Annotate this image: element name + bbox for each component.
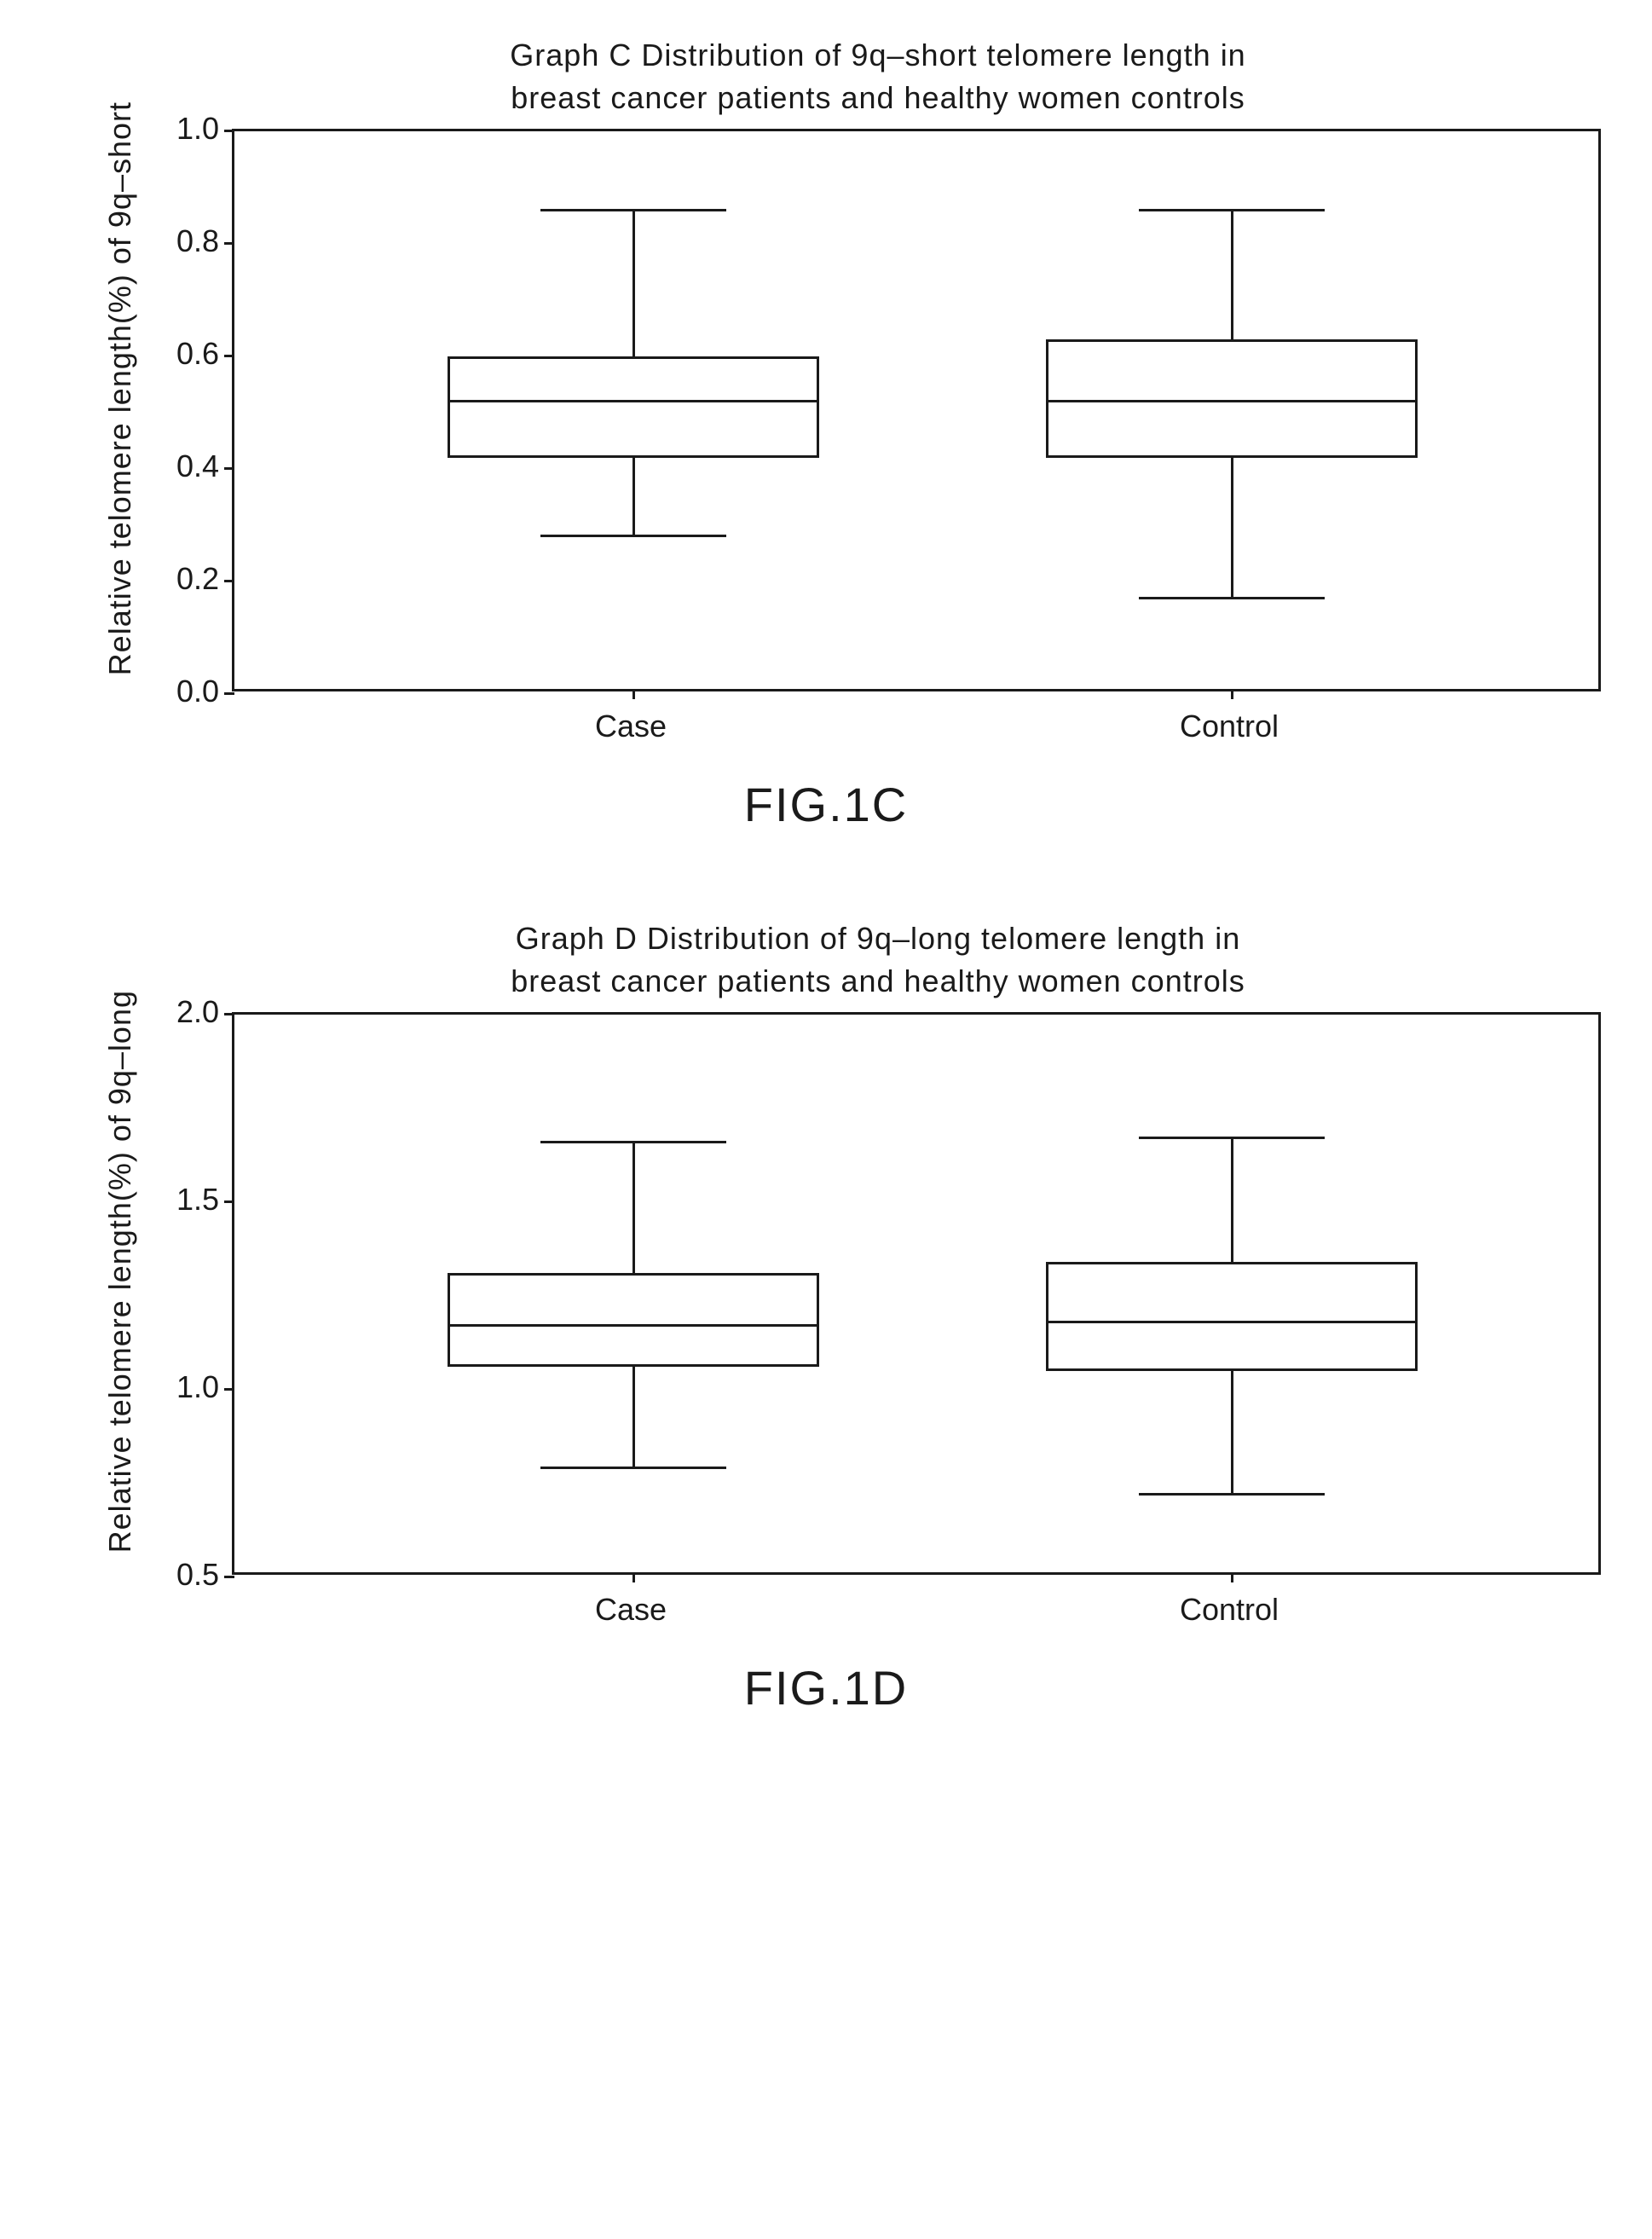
figure-c-plot-area: [232, 129, 1601, 691]
boxplot-cap-lower: [540, 1467, 726, 1469]
boxplot-cap-lower: [540, 535, 726, 537]
ytick-mark: [224, 130, 234, 132]
boxplot-cap-upper: [1139, 1137, 1325, 1139]
xtick-label: Case: [595, 709, 667, 744]
boxplot-whisker-upper: [632, 1142, 635, 1273]
boxplot-cap-lower: [1139, 597, 1325, 599]
boxplot-median: [1046, 1321, 1418, 1323]
figure-d-caption: FIG.1D: [51, 1660, 1601, 1715]
figure-d-xaxis: Case Control: [232, 1575, 1562, 1626]
boxplot-cap-upper: [1139, 209, 1325, 211]
ytick-label: 0.4: [176, 451, 219, 482]
figure-d-ylabel: Relative telomere length(%) of 9q–long: [102, 990, 138, 1553]
boxplot-median: [1046, 400, 1418, 402]
figure-c-title-line2: breast cancer patients and healthy women…: [511, 80, 1245, 115]
ytick-mark: [224, 1013, 234, 1015]
ytick-label: 1.5: [176, 1184, 219, 1215]
figure-d-title: Graph D Distribution of 9q–long telomere…: [155, 917, 1601, 1004]
figure-d-plot-row: 0.51.01.52.0: [155, 1012, 1601, 1575]
xtick-label: Control: [1180, 709, 1279, 744]
ytick-label: 0.6: [176, 338, 219, 369]
figure-d-chart-wrapper: Relative telomere length(%) of 9q–long G…: [102, 917, 1601, 1626]
figure-c-ylabel-container: Relative telomere length(%) of 9q–short: [102, 101, 138, 675]
boxplot-cap-upper: [540, 209, 726, 211]
xtick-label: Control: [1180, 1592, 1279, 1628]
ytick-mark: [224, 1200, 234, 1203]
figure-c-caption: FIG.1C: [51, 777, 1601, 832]
xtick-label: Case: [595, 1592, 667, 1628]
boxplot-whisker-lower: [632, 1367, 635, 1468]
boxplot-whisker-lower: [1231, 1371, 1233, 1495]
figure-c-title: Graph C Distribution of 9q–short telomer…: [155, 34, 1601, 120]
ytick-label: 0.0: [176, 676, 219, 707]
ytick-mark: [224, 580, 234, 582]
ytick-label: 0.5: [176, 1559, 219, 1590]
figure-c-title-line1: Graph C Distribution of 9q–short telomer…: [510, 38, 1245, 72]
ytick-label: 0.8: [176, 226, 219, 257]
ytick-mark: [224, 355, 234, 357]
boxplot-whisker-upper: [1231, 1138, 1233, 1262]
figure-d-plot-area: [232, 1012, 1601, 1575]
boxplot-box: [1046, 339, 1418, 458]
ytick-mark: [224, 467, 234, 470]
boxplot-median: [448, 1324, 820, 1327]
boxplot-box: [448, 1273, 820, 1367]
boxplot-box: [1046, 1262, 1418, 1371]
ytick-label: 0.2: [176, 564, 219, 594]
figure-c-container: Relative telomere length(%) of 9q–short …: [51, 34, 1601, 832]
figure-c-plot-row: 0.00.20.40.60.81.0: [155, 129, 1601, 691]
ytick-mark: [224, 1388, 234, 1391]
figure-c-main: Graph C Distribution of 9q–short telomer…: [155, 34, 1601, 743]
ytick-label: 2.0: [176, 997, 219, 1027]
boxplot-box: [448, 356, 820, 458]
boxplot-whisker-lower: [632, 458, 635, 536]
boxplot-cap-upper: [540, 1141, 726, 1143]
boxplot-cap-lower: [1139, 1493, 1325, 1496]
ytick-label: 1.0: [176, 1372, 219, 1403]
boxplot-whisker-upper: [632, 210, 635, 356]
figure-d-container: Relative telomere length(%) of 9q–long G…: [51, 917, 1601, 1715]
figure-d-title-line1: Graph D Distribution of 9q–long telomere…: [516, 921, 1240, 956]
figure-d-main: Graph D Distribution of 9q–long telomere…: [155, 917, 1601, 1626]
figure-d-yaxis: 0.51.01.52.0: [155, 1012, 232, 1575]
figure-c-xaxis: Case Control: [232, 691, 1562, 743]
figure-c-chart-wrapper: Relative telomere length(%) of 9q–short …: [102, 34, 1601, 743]
figure-c-ylabel: Relative telomere length(%) of 9q–short: [102, 101, 138, 675]
boxplot-whisker-upper: [1231, 210, 1233, 339]
ytick-label: 1.0: [176, 113, 219, 144]
boxplot-median: [448, 400, 820, 402]
ytick-mark: [224, 242, 234, 245]
figure-d-ylabel-container: Relative telomere length(%) of 9q–long: [102, 990, 138, 1553]
boxplot-whisker-lower: [1231, 458, 1233, 599]
figure-c-yaxis: 0.00.20.40.60.81.0: [155, 129, 232, 691]
figure-d-title-line2: breast cancer patients and healthy women…: [511, 963, 1245, 998]
